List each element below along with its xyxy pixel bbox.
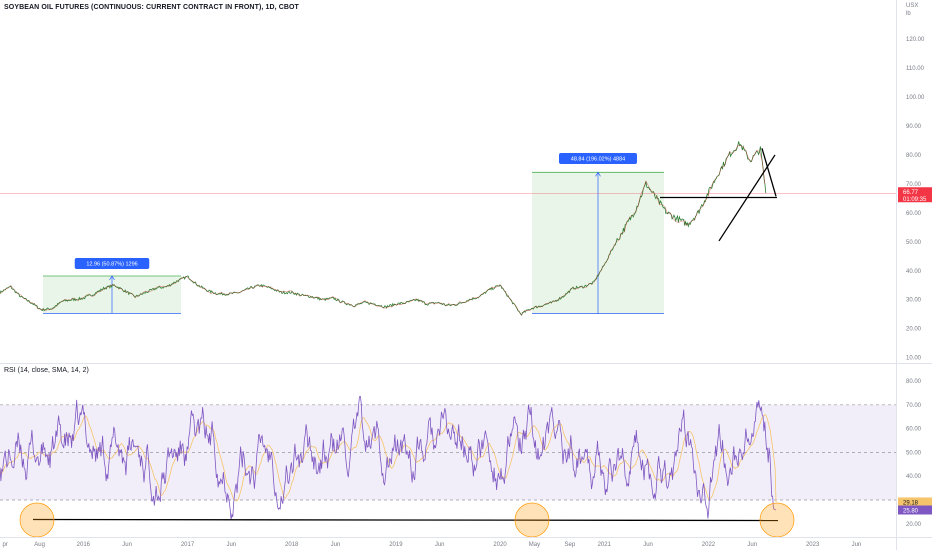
price-tick-label: 90.00: [906, 124, 922, 130]
rising-trendline: [718, 154, 776, 242]
time-tick-label: 2023: [806, 542, 820, 548]
time-tick-label: 2022: [702, 542, 716, 548]
price-tick-label: 110.00: [906, 66, 925, 72]
unit-weight: lb: [906, 11, 911, 17]
time-tick-label: 2020: [493, 542, 507, 548]
rsi-sma-line: [0, 414, 777, 503]
time-tick-label: Jun: [331, 542, 341, 548]
time-tick-label: pr: [3, 542, 8, 548]
time-tick-label: Jun: [122, 542, 132, 548]
price-tick-label: 120.00: [906, 37, 925, 43]
unit-currency: USX: [906, 3, 919, 9]
time-tick-label: Jun: [226, 542, 236, 548]
falling-trendline: [761, 148, 777, 197]
rsi-tick-label: 60.00: [906, 427, 922, 433]
rsi-line: [0, 396, 777, 520]
rsi-highlight-circle: [759, 502, 795, 538]
measure-label-2020: 48.84 (196.02%) 4884: [571, 157, 625, 163]
price-tick-label: 40.00: [906, 269, 922, 275]
time-tick-label: 2016: [77, 542, 91, 548]
time-tick-label: 2017: [181, 542, 195, 548]
price-line-down: [0, 145, 766, 316]
rsi-indicator-label[interactable]: RSI (14, close, SMA, 14, 2): [4, 367, 89, 374]
price-tick-label: 100.00: [906, 95, 925, 101]
time-tick-label: May: [529, 542, 540, 548]
time-tick-label: Sep: [565, 542, 576, 548]
price-tick-label: 20.00: [906, 327, 922, 333]
rsi-series: [0, 396, 777, 520]
rsi-value-badge-bg: [898, 505, 932, 515]
price-tick-label: 10.00: [906, 356, 922, 362]
rsi-tick-label: 20.00: [906, 522, 922, 528]
rsi-tick-label: 50.00: [906, 450, 922, 456]
rsi-sma-badge-bg: [898, 497, 932, 507]
time-tick-label: Jun: [643, 542, 653, 548]
last-price-badge-text: 01:09:35: [903, 197, 927, 203]
rsi-sma-badge-text: 29.18: [903, 500, 919, 506]
rsi-circles[interactable]: [19, 502, 795, 538]
chart-title: SOYBEAN OIL FUTURES (CONTINUOUS: CURRENT…: [4, 4, 299, 11]
rsi-tick-label: 70.00: [906, 403, 922, 409]
last-price-badge-bg: [898, 187, 932, 203]
time-tick-label: Jun: [852, 542, 862, 548]
price-tick-label: 70.00: [906, 182, 922, 188]
price-tick-label: 50.00: [906, 240, 922, 246]
rsi-tick-label: 80.00: [906, 379, 922, 385]
rsi-highlight-circle: [19, 502, 55, 538]
x-axis: pr Aug 2016 Jun 2017 Jun 2018 Jun 2019 Jun 2020 May…: [3, 542, 862, 548]
time-tick-label: 2019: [389, 542, 403, 548]
measure-label-2015: 12.96 (50.87%) 1296: [86, 262, 137, 268]
rsi-value-badge-text: 25.80: [903, 508, 919, 514]
time-tick-label: 2018: [285, 542, 299, 548]
last-price-badge-text: 66.77: [903, 190, 919, 196]
price-tick-label: 80.00: [906, 153, 922, 159]
price-series: [0, 141, 896, 316]
time-tick-label: Aug: [34, 542, 45, 548]
rsi-highlight-circle: [514, 502, 550, 538]
time-tick-label: Jun: [747, 542, 757, 548]
price-tick-label: 60.00: [906, 211, 922, 217]
measure-label-2015-bg: [74, 258, 150, 269]
measure-box-2020-arrowhead: [595, 171, 601, 177]
time-tick-label: 2021: [598, 542, 612, 548]
measure-label-2020-bg: [559, 153, 637, 164]
rsi-support-line: [32, 518, 779, 522]
price-tick-label: 30.00: [906, 298, 922, 304]
rsi-tick-label: 40.00: [906, 474, 922, 480]
time-tick-label: Jun: [435, 542, 445, 548]
trendlines[interactable]: [660, 148, 777, 242]
measure-box-2015-arrowhead: [109, 275, 115, 281]
